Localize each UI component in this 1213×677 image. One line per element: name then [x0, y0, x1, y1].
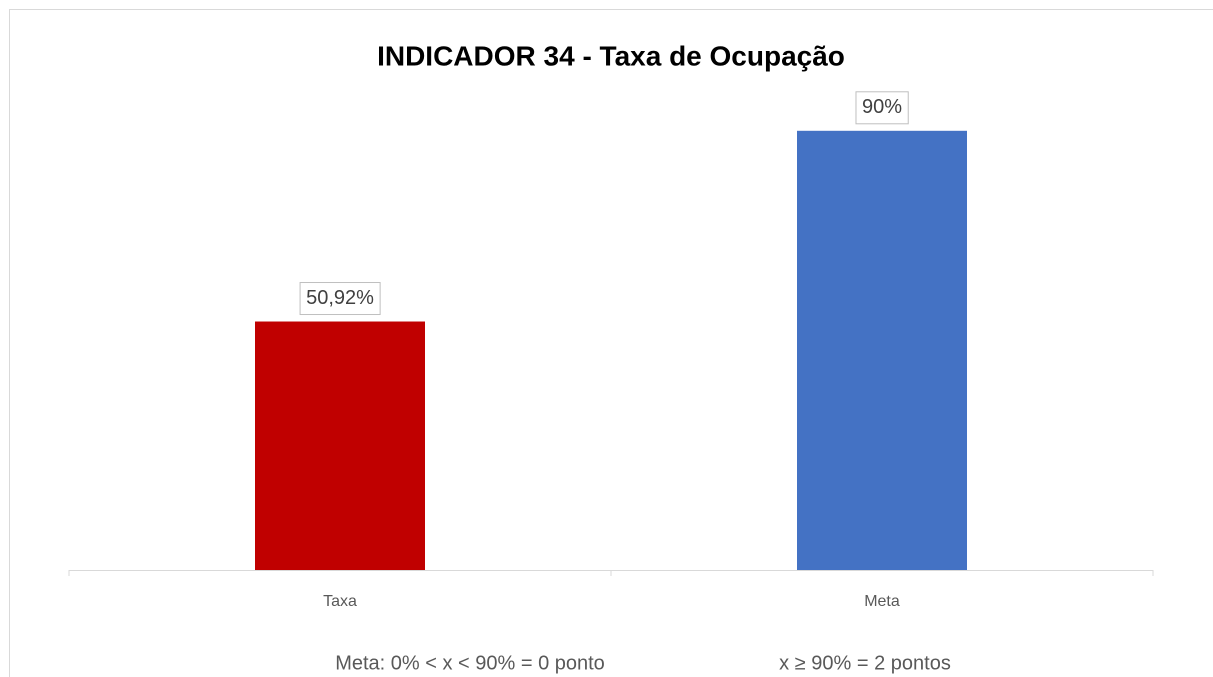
annotation: x ≥ 90% = 2 pontos — [779, 652, 951, 674]
data-label: 50,92% — [306, 287, 374, 309]
annotation: Meta: 0% < x < 90% = 0 ponto — [335, 652, 605, 674]
x-tick-label: Meta — [864, 593, 900, 610]
data-label-box — [299, 282, 381, 316]
bar — [797, 130, 967, 571]
bar — [255, 321, 425, 570]
chart-border — [9, 9, 1213, 677]
data-label: 90% — [862, 96, 902, 118]
chart-title: INDICADOR 34 - Taxa de Ocupação — [377, 40, 845, 71]
x-tick-label: Taxa — [323, 593, 357, 610]
data-label-box — [855, 91, 909, 125]
